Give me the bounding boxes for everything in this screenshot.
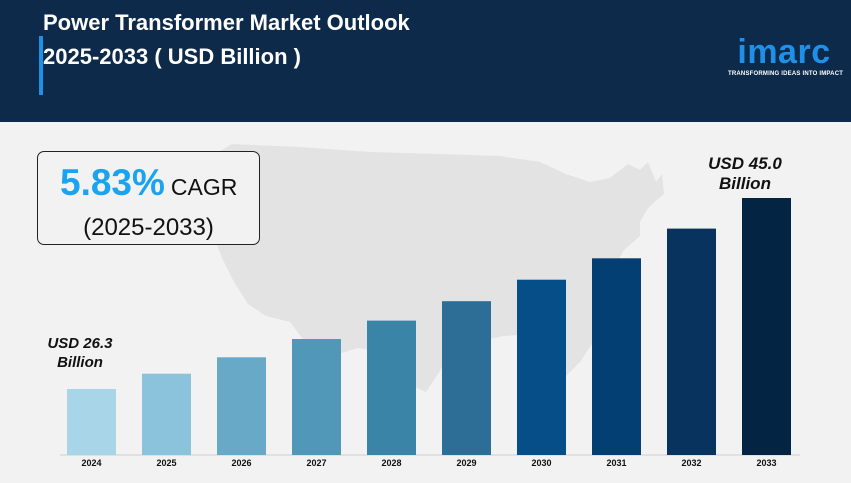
bar-2027	[292, 339, 341, 455]
logo-wordmark-text: imarc	[737, 33, 831, 71]
x-tick-label-2029: 2029	[456, 458, 476, 468]
end-value-callout: USD 45.0 Billion	[695, 154, 795, 194]
end-callout-line-2: Billion	[719, 174, 771, 193]
x-tick-label-2024: 2024	[81, 458, 101, 468]
cagr-line: 5.83% CAGR	[60, 162, 237, 204]
logo-wordmark: imarc	[728, 33, 840, 71]
bar-2029	[442, 301, 491, 455]
bar-2030	[517, 279, 566, 455]
page-title: Power Transformer Market Outlook 2025-20…	[43, 6, 410, 74]
bar-2033	[742, 198, 791, 455]
logo-tagline: TRANSFORMING IDEAS INTO IMPACT	[728, 71, 844, 77]
bar-2025	[142, 373, 191, 455]
cagr-period: (2025-2033)	[83, 214, 214, 241]
bar-2026	[217, 357, 266, 455]
start-callout-line-2: Billion	[57, 354, 103, 371]
bar-2031	[592, 258, 641, 455]
start-value-callout: USD 26.3 Billion	[40, 334, 120, 372]
x-tick-label-2032: 2032	[681, 458, 701, 468]
x-tick-label-2030: 2030	[531, 458, 551, 468]
x-tick-label-2027: 2027	[306, 458, 326, 468]
start-callout-line-1: USD 26.3	[47, 335, 113, 352]
x-tick-label-2025: 2025	[156, 458, 176, 468]
x-tick-label-2026: 2026	[231, 458, 251, 468]
cagr-label: CAGR	[170, 174, 238, 200]
title-accent-bar	[39, 36, 43, 95]
bar-2028	[367, 320, 416, 455]
bar-2032	[667, 228, 716, 455]
header-banner: Power Transformer Market Outlook 2025-20…	[0, 0, 851, 122]
bars-group	[67, 198, 791, 455]
title-line-2: 2025-2033 ( USD Billion )	[43, 44, 301, 69]
x-tick-labels-group: 2024 2025 2026 2027 2028 2029 2030 2031 2032 2033	[81, 458, 776, 468]
cagr-box: 5.83% CAGR (2025-2033)	[37, 151, 260, 245]
cagr-value: 5.83%	[60, 162, 165, 203]
imarc-logo: imarc TRANSFORMING IDEAS INTO IMPACT	[728, 33, 844, 77]
x-tick-label-2031: 2031	[606, 458, 626, 468]
bar-2024	[67, 389, 116, 455]
end-callout-line-1: USD 45.0	[708, 154, 782, 173]
title-line-1: Power Transformer Market Outlook	[43, 10, 410, 35]
x-tick-label-2033: 2033	[756, 458, 776, 468]
x-tick-label-2028: 2028	[381, 458, 401, 468]
